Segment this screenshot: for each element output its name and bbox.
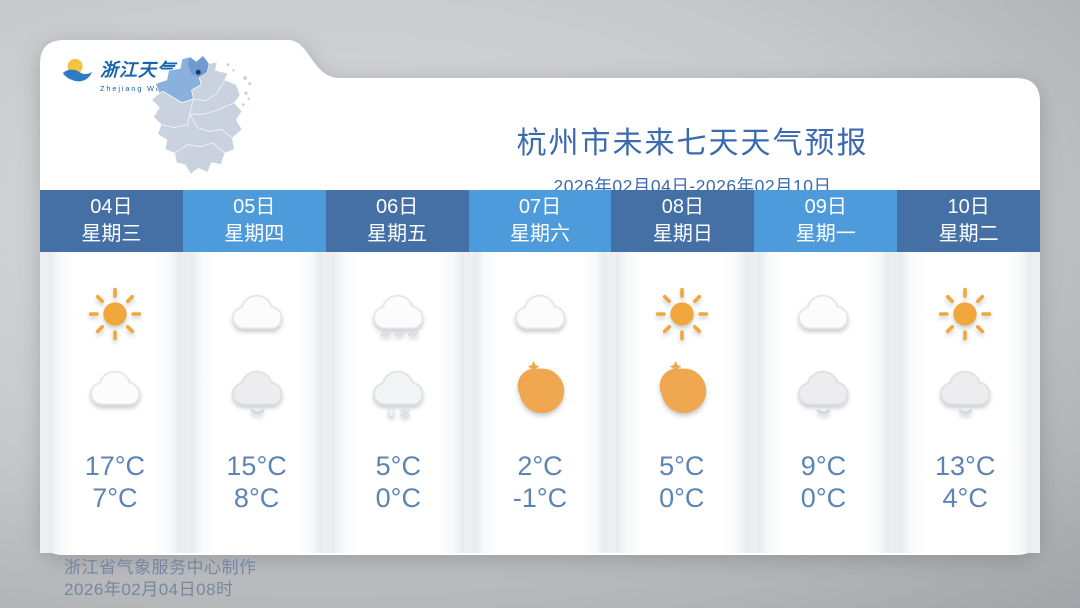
- overcast-icon: [789, 356, 857, 424]
- day-weekday: 星期五: [367, 223, 428, 245]
- brand-name: 浙江天气: [100, 60, 176, 80]
- drizzle-icon: [364, 280, 432, 348]
- sun-icon: [648, 280, 716, 348]
- issue-time-line: 2026年02月04日08时: [64, 580, 234, 599]
- day-date: 05日: [233, 196, 276, 218]
- low-temp: -1°C: [512, 483, 568, 513]
- day-columns: 17°C 7°C 15°C 8°C 5°C 0°C 2°C -1°C 5°C 0…: [40, 252, 1040, 553]
- brand-logo: 浙江天气 Zhejiang Weather: [60, 56, 188, 93]
- day-date: 04日: [90, 196, 133, 218]
- day-weekday: 星期日: [652, 223, 713, 245]
- day-date: 06日: [376, 196, 419, 218]
- day-header: 06日 星期五: [325, 190, 469, 252]
- day-weekday: 星期一: [795, 223, 856, 245]
- day-date: 07日: [518, 196, 562, 218]
- day-column: 13°C 4°C: [899, 252, 1032, 553]
- day-weekday: 星期四: [224, 223, 285, 245]
- low-temp: 0°C: [659, 483, 705, 513]
- high-temp: 5°C: [375, 451, 421, 481]
- day-date: 09日: [804, 196, 847, 218]
- day-column: 5°C 0°C: [332, 252, 465, 553]
- low-temp: 7°C: [92, 483, 138, 513]
- day-header: 05日 星期四: [182, 190, 326, 252]
- overcast-icon: [931, 356, 999, 424]
- sun-icon: [931, 280, 999, 348]
- day-header: 09日 星期一: [754, 190, 898, 252]
- day-weekday: 星期三: [81, 223, 142, 245]
- day-header-row: 04日 星期三 05日 星期四 06日 星期五 07日 星期六 08日 星期日 …: [40, 190, 1041, 252]
- day-header: 04日 星期三: [40, 190, 183, 252]
- overcast-icon: [223, 356, 291, 424]
- high-temp: 17°C: [84, 451, 146, 481]
- day-weekday: 星期六: [510, 223, 570, 245]
- day-weekday: 星期二: [938, 223, 999, 245]
- day-column: 9°C 0°C: [757, 252, 890, 553]
- day-date: 08日: [661, 196, 704, 218]
- sun-icon: [81, 280, 149, 348]
- brand-name-en: Zhejiang Weather: [100, 84, 188, 93]
- day-header: 07日 星期六: [468, 190, 612, 252]
- low-temp: 4°C: [942, 483, 988, 513]
- day-column: 5°C 0°C: [615, 252, 748, 553]
- cloud-icon: [789, 280, 857, 348]
- moon-icon: [506, 356, 574, 424]
- low-temp: 0°C: [800, 483, 847, 513]
- high-temp: 13°C: [935, 451, 996, 481]
- day-header: 10日 星期二: [897, 190, 1041, 252]
- day-date: 10日: [947, 196, 990, 218]
- producer-line: 浙江省气象服务中心制作: [64, 558, 257, 577]
- low-temp: 8°C: [233, 483, 280, 513]
- city-marker-dot: [195, 69, 201, 75]
- high-temp: 5°C: [659, 451, 705, 481]
- high-temp: 15°C: [226, 451, 287, 481]
- high-temp: 2°C: [517, 451, 563, 481]
- day-column: 15°C 8°C: [190, 252, 323, 553]
- sleet-icon: [364, 356, 432, 424]
- day-column: 2°C -1°C: [474, 252, 606, 553]
- sun-wave-logo-icon: [62, 58, 92, 82]
- zhejiang-map: [151, 55, 252, 175]
- day-column: 17°C 7°C: [49, 252, 181, 553]
- footer: 浙江省气象服务中心制作 2026年02月04日08时: [64, 557, 257, 601]
- day-header: 08日 星期日: [611, 190, 755, 252]
- low-temp: 0°C: [375, 483, 421, 513]
- high-temp: 9°C: [800, 451, 847, 481]
- cloud-icon: [223, 280, 291, 348]
- cloud-icon: [506, 280, 574, 348]
- cloud-icon: [81, 356, 149, 424]
- moon-icon: [648, 356, 716, 424]
- page-title: 杭州市未来七天天气预报: [516, 127, 869, 160]
